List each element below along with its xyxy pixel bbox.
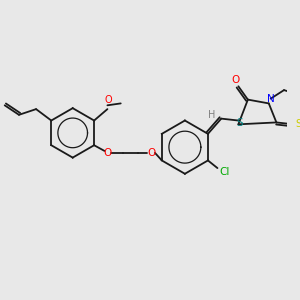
Text: H: H <box>208 110 215 120</box>
Text: Cl: Cl <box>219 167 230 177</box>
Text: S: S <box>295 119 300 129</box>
Text: S: S <box>236 118 243 128</box>
Text: O: O <box>231 75 240 85</box>
Text: O: O <box>147 148 155 158</box>
Text: O: O <box>105 95 112 105</box>
Text: O: O <box>103 148 112 158</box>
Text: N: N <box>267 94 274 104</box>
